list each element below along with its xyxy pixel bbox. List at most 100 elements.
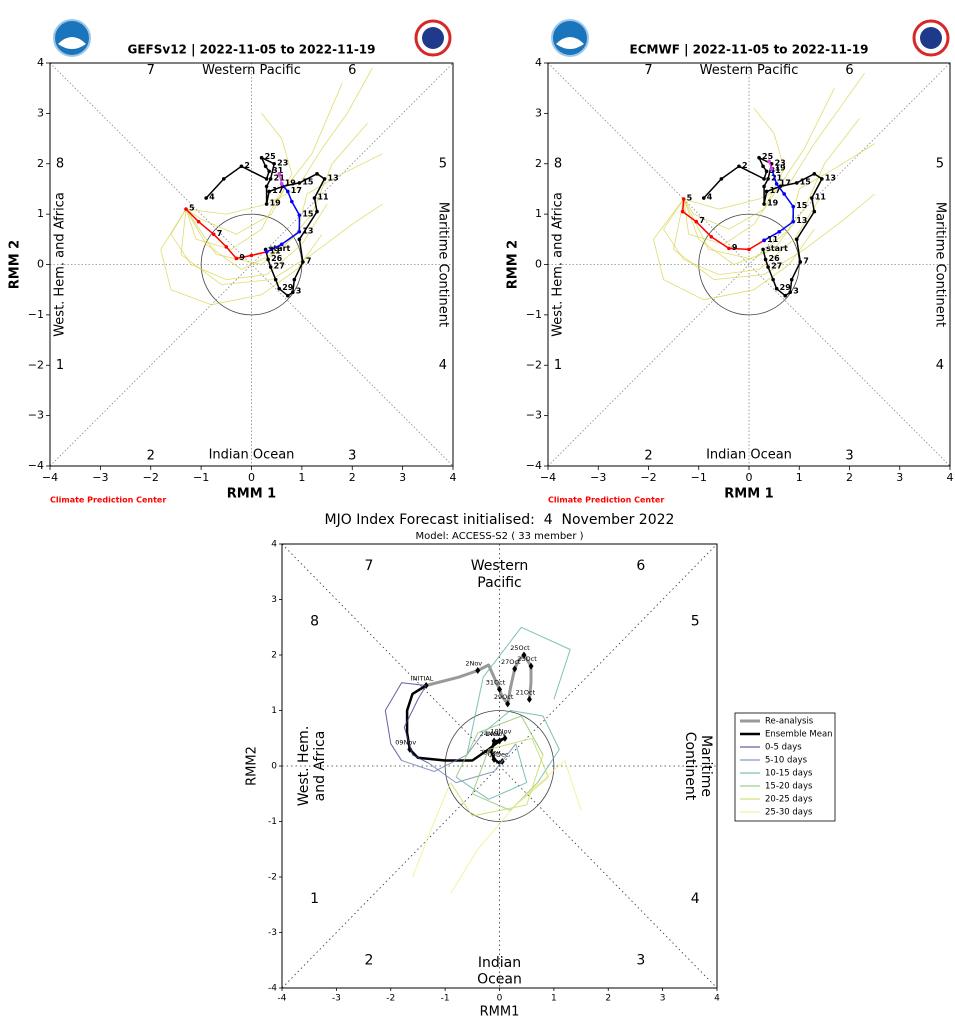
point-label: start	[269, 244, 291, 253]
point	[239, 164, 244, 169]
point-label: 23	[277, 158, 288, 167]
point-label: 15	[796, 201, 808, 210]
point	[184, 207, 188, 211]
point	[767, 159, 771, 164]
x-tick-label: 3	[660, 994, 666, 1004]
point-label: 7	[217, 229, 223, 238]
legend-label: Ensemble Mean	[765, 730, 833, 740]
point	[272, 161, 276, 166]
ensemble-member	[428, 743, 517, 784]
point	[709, 234, 714, 239]
point	[491, 737, 497, 745]
point-label: 21	[274, 173, 286, 182]
point	[812, 209, 817, 214]
x-tick-label: 2	[846, 471, 853, 484]
point	[264, 250, 269, 254]
point-label: 15	[302, 210, 314, 219]
region-label: Indian	[478, 955, 521, 971]
point	[297, 181, 302, 185]
point-label: 19	[270, 199, 282, 208]
x-tick-label: −1	[691, 471, 707, 484]
x-tick-label: 0	[248, 471, 255, 484]
point-label: 7	[306, 256, 312, 265]
point-label: 29Oct	[494, 693, 514, 701]
point-label: 7	[803, 256, 809, 265]
phase-label: 3	[348, 448, 356, 463]
point	[249, 253, 254, 258]
region-label: Maritime Continent	[932, 202, 947, 327]
series-line	[425, 653, 533, 706]
ensemble-member	[471, 749, 538, 811]
point	[727, 246, 731, 251]
region-label: Pacific	[477, 575, 522, 591]
point	[292, 277, 297, 282]
y-tick-label: −3	[28, 409, 44, 422]
legend-label: 0-5 days	[765, 743, 802, 753]
point-label: 31	[272, 166, 284, 175]
point-label: start	[766, 244, 788, 253]
point	[774, 182, 779, 186]
point-label: 15	[302, 177, 314, 186]
series-line	[205, 156, 326, 297]
point	[211, 232, 216, 237]
point	[782, 192, 786, 196]
phase-label: 2	[644, 448, 652, 463]
point-label: 13	[796, 216, 807, 225]
ensemble-member	[455, 715, 544, 778]
point	[761, 164, 765, 169]
y-tick-label: 2	[37, 157, 44, 170]
legend-label: 10-15 days	[765, 769, 813, 779]
legend-box	[734, 712, 836, 822]
point	[502, 734, 508, 742]
point	[762, 177, 766, 181]
y-tick-label: −4	[28, 459, 44, 472]
phase-label: 2	[365, 952, 374, 968]
ensemble-member	[185, 67, 373, 215]
point	[297, 237, 302, 242]
y-tick-label: −1	[28, 308, 44, 321]
point-label: 17	[780, 178, 791, 187]
point-label: 17	[272, 186, 283, 195]
point	[766, 265, 770, 269]
point-label: 5	[189, 204, 195, 213]
phase-label: 1	[554, 358, 562, 373]
point	[798, 260, 803, 264]
point-label: 13	[302, 226, 313, 235]
ensemble-member	[683, 143, 875, 260]
phase-label: 8	[554, 156, 562, 171]
point-label: 26	[769, 254, 781, 263]
ensemble-member	[466, 626, 571, 756]
point	[747, 247, 751, 252]
point	[791, 219, 796, 224]
point-label: 11	[317, 193, 329, 202]
point-label: 19	[775, 163, 787, 172]
region-label: Indian Ocean	[209, 447, 295, 462]
point-label: 29	[780, 283, 792, 292]
nws-logo	[414, 19, 950, 57]
point-label: 9	[732, 243, 738, 252]
phase-label: 6	[845, 63, 853, 78]
ensemble-member	[450, 804, 517, 894]
point-label: 27Oct	[501, 658, 521, 666]
point-label: 19Nov	[490, 727, 511, 735]
x-tick-label: −1	[193, 471, 209, 484]
y-tick-label: −1	[526, 308, 542, 321]
region-label: Ocean	[477, 972, 522, 988]
y-tick-label: 3	[271, 595, 277, 605]
point-label: 21Oct	[516, 688, 536, 696]
region-label: West. Hem. and Africa	[53, 192, 68, 337]
x-tick-label: 2	[349, 471, 356, 484]
ensemble-member	[488, 737, 549, 806]
point-label: 26	[271, 254, 283, 263]
x-tick-label: -2	[386, 994, 395, 1004]
series-line	[681, 198, 765, 251]
point-label: 04Dec	[488, 751, 509, 759]
point	[266, 257, 270, 262]
x-tick-label: -4	[278, 994, 287, 1004]
point	[264, 184, 269, 189]
point-label: 17	[291, 186, 302, 195]
ensemble-member	[180, 203, 383, 285]
point	[322, 177, 327, 181]
x-tick-label: 4	[714, 994, 720, 1004]
point-label: 17	[770, 186, 781, 195]
